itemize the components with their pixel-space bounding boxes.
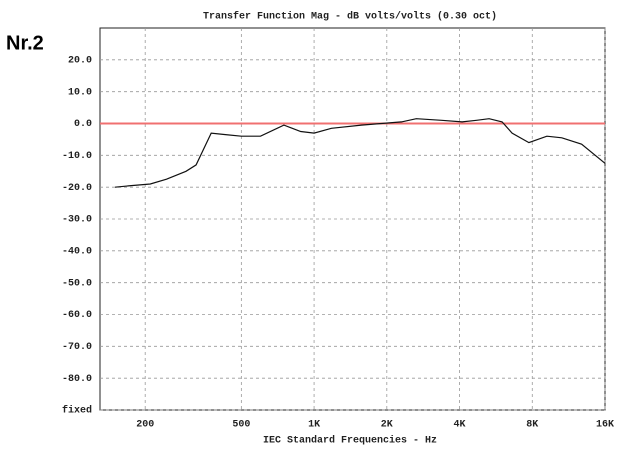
x-tick-label: 500 [232,420,250,431]
x-tick-label: 200 [136,420,154,431]
y-tick-label: -70.0 [62,342,92,353]
chart-title: Transfer Function Mag - dB volts/volts (… [203,11,497,23]
x-tick-label: 2K [381,420,393,431]
y-tick-label: 0.0 [74,119,92,130]
series-line [114,118,606,188]
y-tick-label: -30.0 [62,215,92,226]
annotation: Nr.2 [6,32,44,54]
y-tick-label: -20.0 [62,183,92,194]
y-tick-label: -40.0 [62,246,92,257]
y-tick-label: -60.0 [62,310,92,321]
x-tick-label: 1K [308,420,320,431]
y-tick-label: -80.0 [62,374,92,385]
y-tick-label: -10.0 [62,151,92,162]
y-tick-label: fixed [62,405,92,417]
x-tick-label: 4K [454,420,466,431]
y-tick-label: 10.0 [68,87,92,98]
x-axis-label: IEC Standard Frequencies - Hz [263,435,437,447]
x-tick-label: 8K [526,420,538,431]
y-tick-label: 20.0 [68,55,92,66]
x-tick-label: 16K [596,420,614,431]
y-tick-label: -50.0 [62,278,92,289]
